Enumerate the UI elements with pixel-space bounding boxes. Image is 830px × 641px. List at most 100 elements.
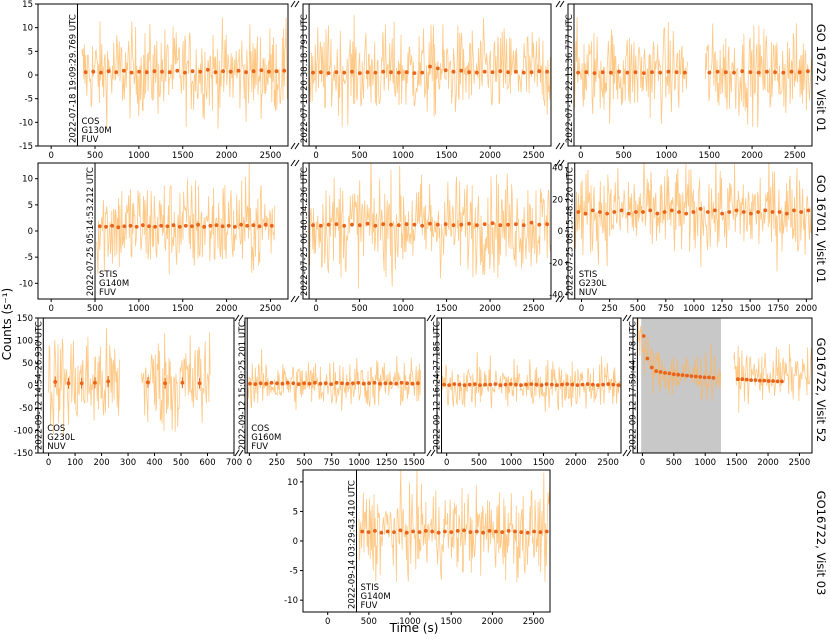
binned-point	[318, 70, 323, 75]
binned-point	[291, 381, 296, 386]
binned-point	[53, 380, 58, 384]
obs-start-label: 2022-07-25 08:15:48.220 UTC	[566, 167, 576, 296]
x-tick-label: 500	[361, 617, 377, 627]
x-tick-label: 500	[666, 458, 682, 468]
binned-point	[91, 69, 96, 74]
y-tick-label: -10	[284, 596, 298, 606]
binned-point	[313, 380, 317, 385]
binned-point	[487, 529, 492, 533]
raw-lightcurve	[441, 351, 621, 413]
binned-point	[544, 382, 549, 386]
binned-point	[740, 377, 745, 382]
binned-point	[720, 211, 724, 216]
binned-point	[198, 69, 203, 74]
axis-break-mark	[622, 449, 628, 457]
binned-point	[641, 210, 645, 214]
x-tick-label: 250	[269, 458, 285, 468]
binned-point	[698, 375, 703, 379]
x-tick-label: 2000	[757, 458, 779, 468]
binned-point	[436, 530, 441, 535]
x-tick-label: 400	[146, 458, 162, 468]
binned-point	[275, 381, 279, 386]
binned-point	[381, 69, 386, 74]
x-tick-label: 2000	[479, 304, 501, 314]
binned-point	[490, 221, 495, 226]
binned-point	[99, 70, 103, 75]
binned-point	[525, 530, 530, 535]
binned-point	[197, 381, 202, 386]
binned-point	[685, 373, 689, 378]
binned-point	[481, 530, 485, 535]
x-tick-label: 2500	[789, 458, 811, 468]
binned-point	[392, 530, 396, 534]
binned-point	[264, 381, 269, 386]
axis-break-mark	[555, 142, 561, 150]
binned-point	[649, 365, 654, 370]
binned-point	[498, 383, 503, 387]
binned-point	[165, 224, 170, 229]
x-tick-label: 1500	[403, 458, 425, 468]
binned-point	[705, 210, 710, 214]
instrument-label: G130M	[81, 126, 111, 136]
binned-point	[205, 67, 210, 72]
binned-point	[443, 68, 448, 73]
axis-break-mark	[238, 314, 244, 322]
binned-point	[152, 69, 157, 74]
axis-break-mark	[290, 142, 296, 150]
binned-point	[667, 371, 672, 376]
binned-point	[519, 530, 524, 534]
raw-lightcurve	[358, 470, 550, 583]
binned-point	[140, 223, 145, 228]
x-tick-label: 1000	[348, 458, 370, 468]
binned-point	[180, 380, 185, 385]
binned-point	[459, 222, 464, 227]
binned-point	[420, 70, 425, 75]
binned-point	[483, 382, 487, 387]
binned-point	[655, 211, 660, 216]
binned-point	[213, 70, 218, 75]
binned-point	[513, 529, 517, 534]
x-tick-label: 2000	[216, 151, 238, 161]
binned-point	[405, 381, 409, 386]
axis-break-mark	[290, 295, 296, 303]
binned-point	[565, 382, 570, 386]
binned-point	[83, 70, 88, 75]
binned-point	[144, 70, 149, 75]
binned-point	[773, 70, 777, 75]
binned-point	[106, 379, 111, 384]
instrument-label: G160M	[251, 433, 281, 443]
x-tick-label: 1000	[694, 458, 716, 468]
x-tick-label: 0	[444, 458, 449, 468]
axis-break-mark	[430, 314, 436, 322]
binned-point	[544, 529, 549, 534]
obs-start-label: 2022-09-12 14:54:26.930 UTC	[34, 321, 44, 450]
y-tick-label: -5	[290, 567, 298, 577]
panel-frame	[632, 317, 813, 454]
binned-point	[713, 208, 717, 213]
panel-frame	[244, 317, 426, 454]
panel-plot-area	[96, 163, 276, 275]
x-tick-label: 0	[48, 151, 53, 161]
binned-point	[137, 69, 142, 74]
binned-point	[658, 70, 663, 75]
binned-point	[529, 382, 534, 386]
binned-point	[514, 69, 518, 74]
binned-point	[122, 68, 126, 73]
binned-point	[334, 380, 339, 385]
binned-point	[357, 223, 362, 228]
binned-point	[707, 375, 711, 380]
x-tick-label: 1250	[376, 458, 398, 468]
binned-point	[159, 223, 164, 228]
raw-lightcurve	[96, 163, 276, 275]
binned-point	[749, 378, 753, 382]
x-tick-label: 2500	[784, 151, 806, 161]
binned-point	[625, 70, 630, 75]
binned-point	[765, 69, 769, 74]
binned-point	[462, 528, 466, 533]
binned-point	[365, 70, 370, 75]
binned-point	[490, 70, 495, 75]
